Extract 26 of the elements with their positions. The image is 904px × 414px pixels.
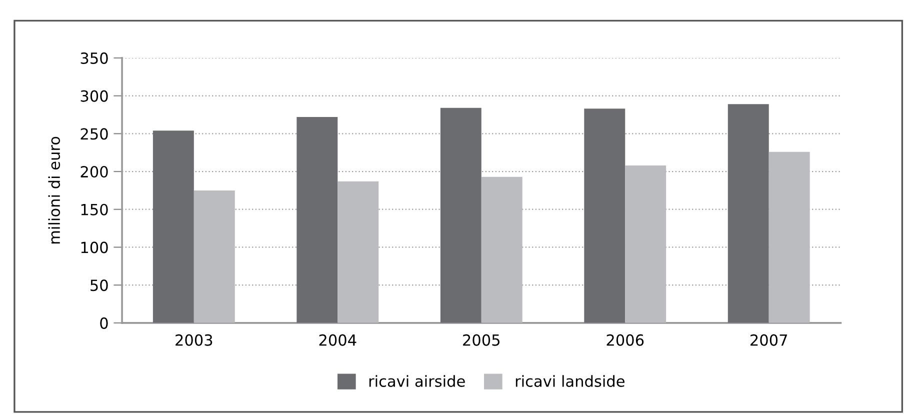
y-tick-label: 100 [81, 242, 108, 254]
x-tick-label: 2004 [319, 334, 356, 346]
bar [194, 190, 235, 323]
y-tick-label: 200 [80, 166, 108, 178]
y-tick-label: 0 [100, 317, 108, 329]
bar [768, 152, 810, 323]
legend-label: ricavi airside [369, 375, 465, 387]
bar [296, 117, 338, 323]
bar [625, 165, 666, 323]
bar [584, 108, 626, 323]
x-tick-label: 2003 [176, 334, 212, 346]
y-tick-label: 150 [81, 204, 108, 216]
legend-label: ricavi landside [516, 375, 624, 387]
x-tick-label: 2005 [463, 334, 500, 346]
bar [440, 108, 482, 323]
x-tick-label: 2007 [750, 334, 787, 346]
bar [152, 130, 194, 323]
y-axis-title: milioni di euro [48, 136, 60, 244]
bar [481, 176, 522, 323]
y-tick-label: 50 [90, 280, 108, 292]
y-tick-label: 300 [80, 90, 108, 102]
bar [728, 104, 769, 323]
x-tick-label: 2006 [606, 334, 644, 346]
bar [338, 181, 379, 323]
y-tick-label: 350 [80, 52, 108, 64]
y-tick-label: 250 [80, 128, 108, 140]
